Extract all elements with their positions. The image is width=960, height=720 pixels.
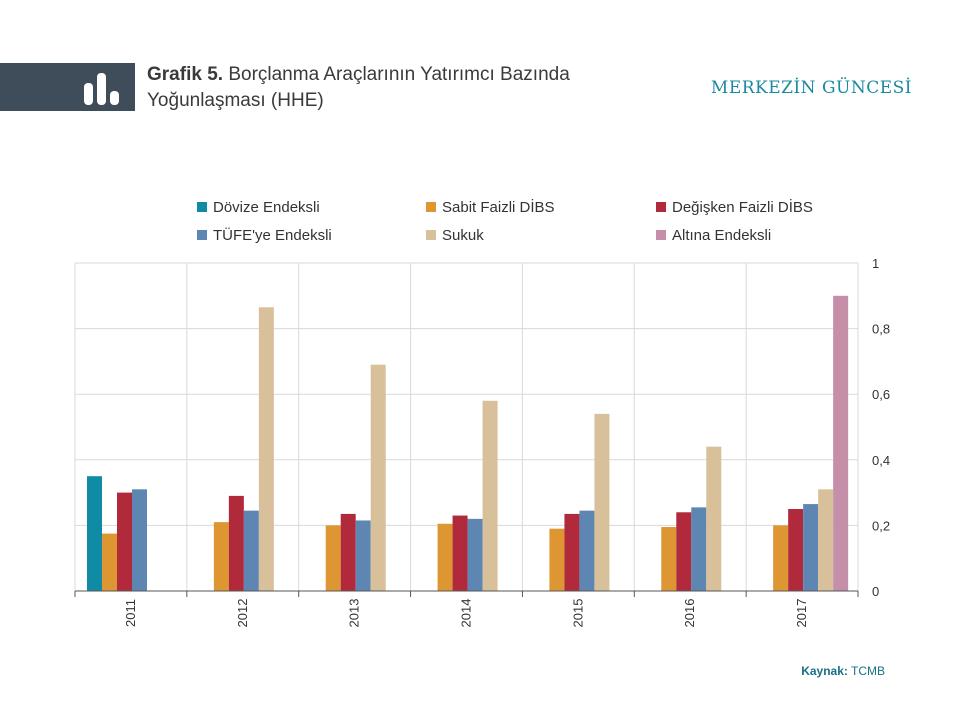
bar [661,527,677,591]
legend-label: Değişken Faizli DİBS [672,198,813,216]
bar [370,364,386,591]
bar [87,476,102,591]
legend-swatch [426,230,436,240]
bar [549,528,565,591]
bar [102,533,117,591]
title-band [0,63,135,111]
x-tick-label: 2011 [123,599,138,627]
bar [564,513,580,591]
bar [706,446,722,591]
legend-label: Sukuk [442,227,484,244]
bar [773,525,789,591]
legend-label: TÜFE'ye Endeksli [213,226,332,244]
chart-title: Grafik 5. Borçlanma Araçlarının Yatırımc… [147,62,667,114]
brand-name: MERKEZİN GÜNCESİ [710,78,912,98]
legend-swatch [656,202,666,212]
bar [258,307,274,591]
y-tick-label: 0,8 [872,322,890,337]
bar [117,492,132,591]
source-label: Kaynak: [801,664,848,678]
chart-title-text: Borçlanma Araçlarının Yatırımcı Bazında … [147,64,570,111]
bar [325,525,341,591]
x-tick-label: 2017 [794,599,809,628]
y-tick-label: 0,2 [872,518,890,533]
bar [833,295,849,591]
legend-swatch [197,230,207,240]
bar [788,509,804,591]
bar [132,489,147,591]
bar [243,510,259,591]
x-tick-label: 2013 [347,599,362,628]
x-tick-label: 2015 [570,599,585,628]
bar [594,413,610,591]
bar [452,515,468,591]
source-value: TCMB [851,664,885,678]
bar [482,400,498,591]
legend-label: Dövize Endeksli [213,199,320,216]
y-tick-label: 0,6 [872,387,890,402]
legend-swatch [426,202,436,212]
bar [579,510,595,591]
bar-chart-icon [84,73,119,105]
y-tick-label: 0,4 [872,453,890,468]
legend-label: Altına Endeksli [672,227,771,244]
chart-title-lead: Grafik 5. [147,64,224,85]
y-tick-label: 1 [872,256,879,271]
x-tick-label: 2016 [682,599,697,628]
bar [691,507,707,591]
bar [818,489,834,591]
x-tick-label: 2012 [235,599,250,628]
bar [340,513,356,591]
bar [676,512,692,591]
legend-label: Sabit Faizli DİBS [442,198,555,216]
bar [228,495,244,591]
bar [213,522,229,591]
source-note: Kaynak: TCMB [801,664,885,678]
legend-swatch [656,230,666,240]
bar [467,518,483,591]
legend-swatch [197,202,207,212]
x-tick-label: 2014 [459,599,474,628]
bar [355,520,371,591]
bar [803,504,819,591]
bar [437,523,453,591]
y-tick-label: 0 [872,584,879,599]
